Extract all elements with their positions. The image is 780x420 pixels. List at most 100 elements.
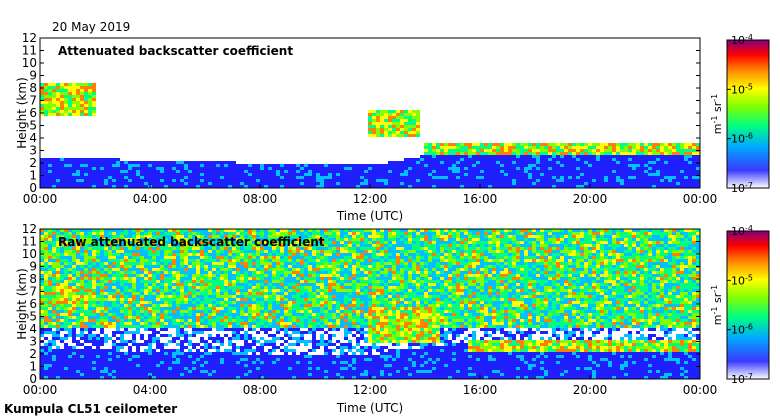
heatmap-cell <box>44 367 48 370</box>
heatmap-cell <box>120 262 124 265</box>
heatmap-cell <box>124 274 128 277</box>
heatmap-cell <box>72 229 76 232</box>
heatmap-cell <box>164 167 168 170</box>
heatmap-cell <box>56 376 60 379</box>
heatmap-cell <box>600 176 604 179</box>
heatmap-cell <box>156 364 160 367</box>
heatmap-cell <box>160 182 164 185</box>
heatmap-cell <box>236 307 240 310</box>
heatmap-cell <box>52 355 56 358</box>
heatmap-cell <box>172 173 176 176</box>
heatmap-cell <box>92 331 96 334</box>
heatmap-cell <box>688 185 692 188</box>
heatmap-cell <box>112 179 116 182</box>
heatmap-cell <box>240 176 244 179</box>
heatmap-cell <box>464 182 468 185</box>
heatmap-cell <box>96 167 100 170</box>
heatmap-cell <box>256 244 260 247</box>
heatmap-cell <box>96 259 100 262</box>
heatmap-cell <box>208 316 212 319</box>
heatmap-cell <box>520 152 524 155</box>
heatmap-cell <box>88 367 92 370</box>
heatmap-cell <box>508 152 512 155</box>
heatmap-cell <box>460 164 464 167</box>
heatmap-cell <box>220 179 224 182</box>
heatmap-cell <box>664 173 668 176</box>
heatmap-cell <box>400 119 404 122</box>
heatmap-cell <box>116 241 120 244</box>
heatmap-cell <box>124 185 128 188</box>
heatmap-cell <box>76 352 80 355</box>
heatmap-cell <box>260 346 264 349</box>
heatmap-cell <box>580 167 584 170</box>
heatmap-cell <box>136 286 140 289</box>
heatmap-cell <box>180 259 184 262</box>
heatmap-cell <box>132 376 136 379</box>
heatmap-cell <box>100 319 104 322</box>
heatmap-cell <box>148 176 152 179</box>
heatmap-cell <box>164 170 168 173</box>
heatmap-cell <box>144 262 148 265</box>
heatmap-cell <box>252 364 256 367</box>
heatmap-cell <box>664 170 668 173</box>
heatmap-cell <box>536 155 540 158</box>
heatmap-cell <box>500 176 504 179</box>
heatmap-cell <box>380 122 384 125</box>
heatmap-cell <box>660 164 664 167</box>
heatmap-cell <box>124 247 128 250</box>
heatmap-cell <box>208 376 212 379</box>
heatmap-cell <box>460 182 464 185</box>
heatmap-cell <box>260 176 264 179</box>
heatmap-cell <box>172 182 176 185</box>
heatmap-cell <box>84 340 88 343</box>
heatmap-cell <box>328 167 332 170</box>
heatmap-cell <box>228 286 232 289</box>
heatmap-cell <box>400 167 404 170</box>
heatmap-cell <box>144 361 148 364</box>
heatmap-cell <box>140 289 144 292</box>
heatmap-cell <box>132 250 136 253</box>
heatmap-cell <box>400 164 404 167</box>
heatmap-cell <box>52 289 56 292</box>
heatmap-cell <box>468 164 472 167</box>
heatmap-cell <box>200 292 204 295</box>
heatmap-cell <box>144 256 148 259</box>
heatmap-cell <box>248 232 252 235</box>
heatmap-cell <box>120 370 124 373</box>
heatmap-cell <box>380 125 384 128</box>
heatmap-cell <box>104 370 108 373</box>
heatmap-cell <box>100 295 104 298</box>
heatmap-cell <box>400 179 404 182</box>
heatmap-cell <box>72 286 76 289</box>
heatmap-cell <box>172 247 176 250</box>
heatmap-cell <box>56 301 60 304</box>
heatmap-cell <box>672 170 676 173</box>
heatmap-cell <box>172 298 176 301</box>
x-tick-label: 04:00 <box>133 192 168 206</box>
heatmap-cell <box>276 179 280 182</box>
heatmap-cell <box>76 364 80 367</box>
heatmap-cell <box>232 161 236 164</box>
heatmap-cell <box>148 352 152 355</box>
heatmap-cell <box>188 182 192 185</box>
heatmap-cell <box>96 322 100 325</box>
heatmap-cell <box>220 316 224 319</box>
heatmap-cell <box>332 182 336 185</box>
heatmap-cell <box>236 313 240 316</box>
heatmap-cell <box>68 304 72 307</box>
heatmap-cell <box>580 149 584 152</box>
heatmap-cell <box>496 170 500 173</box>
heatmap-cell <box>176 262 180 265</box>
heatmap-cell <box>180 337 184 340</box>
heatmap-cell <box>152 241 156 244</box>
heatmap-cell <box>56 259 60 262</box>
heatmap-cell <box>256 349 260 352</box>
heatmap-cell <box>208 229 212 232</box>
heatmap-cell <box>188 331 192 334</box>
heatmap-cell <box>572 158 576 161</box>
heatmap-cell <box>476 176 480 179</box>
heatmap-cell <box>40 101 44 104</box>
heatmap-cell <box>172 292 176 295</box>
heatmap-cell <box>120 340 124 343</box>
heatmap-cell <box>108 346 112 349</box>
